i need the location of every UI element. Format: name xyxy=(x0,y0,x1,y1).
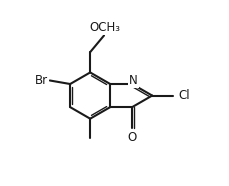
Text: OCH₃: OCH₃ xyxy=(89,21,120,34)
Text: Br: Br xyxy=(35,74,48,87)
Text: N: N xyxy=(129,74,137,87)
Text: O: O xyxy=(127,131,136,144)
Text: Cl: Cl xyxy=(177,89,189,102)
